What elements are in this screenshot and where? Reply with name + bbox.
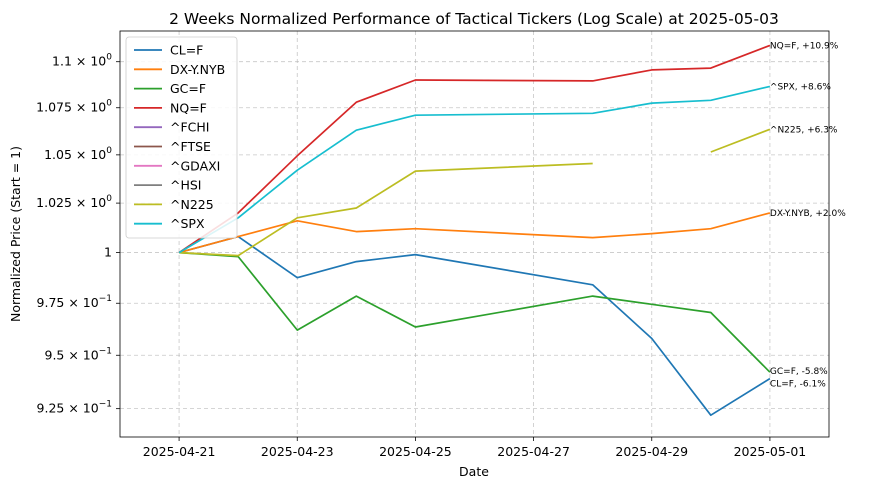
series-line-2 xyxy=(179,251,771,373)
x-axis-ticks: 2025-04-21 2025-04-23 2025-04-25 2025-04-27… xyxy=(143,437,806,459)
series-line-3 xyxy=(178,44,771,254)
y-tick-label: 9.75 × 10−1 xyxy=(37,294,112,310)
legend: CL=F DX-Y.NYB GC=F NQ=F ^FCHI ^FTSE ^GDAXI ^HSI… xyxy=(125,36,238,239)
legend-label: ^FTSE xyxy=(170,139,211,154)
chart-title: 2 Weeks Normalized Performance of Tactic… xyxy=(169,10,779,28)
end-annotation: DX-Y.NYB, +2.0% xyxy=(770,209,846,219)
end-annotation: ^N225, +6.3% xyxy=(770,125,838,135)
end-annotation: CL=F, -6.1% xyxy=(770,380,826,390)
legend-label: ^SPX xyxy=(170,216,205,231)
y-tick-label: 1 xyxy=(104,245,112,260)
x-tick-label: 2025-04-25 xyxy=(379,444,452,459)
legend-label: DX-Y.NYB xyxy=(170,62,225,77)
series-line-0 xyxy=(178,235,771,417)
legend-label: NQ=F xyxy=(170,100,207,115)
y-tick-label: 1.05 × 100 xyxy=(44,146,112,162)
legend-label: ^N225 xyxy=(170,197,214,212)
y-tick-label: 1.075 × 100 xyxy=(36,99,112,115)
legend-label: GC=F xyxy=(170,81,206,96)
end-annotation: GC=F, -5.8% xyxy=(770,367,828,377)
x-tick-label: 2025-05-01 xyxy=(734,444,807,459)
legend-label: CL=F xyxy=(170,43,203,58)
plot-frame xyxy=(119,30,830,438)
y-axis-label: Normalized Price (Start = 1) xyxy=(8,146,23,322)
series-lines xyxy=(178,44,771,417)
y-tick-label: 1.1 × 100 xyxy=(52,53,112,69)
y-tick-label: 9.25 × 10−1 xyxy=(37,400,112,416)
y-axis-ticks: 9.25 × 10−1 9.5 × 10−1 9.75 × 10−1 1 1.025 ×… xyxy=(36,53,120,416)
legend-label: ^HSI xyxy=(170,178,202,193)
end-annotation: NQ=F, +10.9% xyxy=(770,41,839,51)
series-line-8 xyxy=(179,162,593,257)
end-annotations: CL=F, -6.1% DX-Y.NYB, +2.0% GC=F, -5.8% NQ=… xyxy=(770,41,846,389)
series-line-9 xyxy=(178,85,771,254)
legend-label: ^FCHI xyxy=(170,120,209,135)
x-tick-label: 2025-04-27 xyxy=(497,444,570,459)
series-line-8 xyxy=(710,128,771,153)
y-tick-label: 1.025 × 100 xyxy=(36,194,112,210)
x-tick-label: 2025-04-21 xyxy=(143,444,216,459)
legend-box xyxy=(125,36,238,239)
x-tick-label: 2025-04-23 xyxy=(261,444,334,459)
y-tick-label: 9.5 × 10−1 xyxy=(45,346,113,362)
end-annotation: ^SPX, +8.6% xyxy=(770,82,831,92)
x-tick-label: 2025-04-29 xyxy=(615,444,688,459)
series-line-1 xyxy=(178,212,771,254)
x-axis-label: Date xyxy=(459,464,489,479)
legend-label: ^GDAXI xyxy=(170,158,220,173)
